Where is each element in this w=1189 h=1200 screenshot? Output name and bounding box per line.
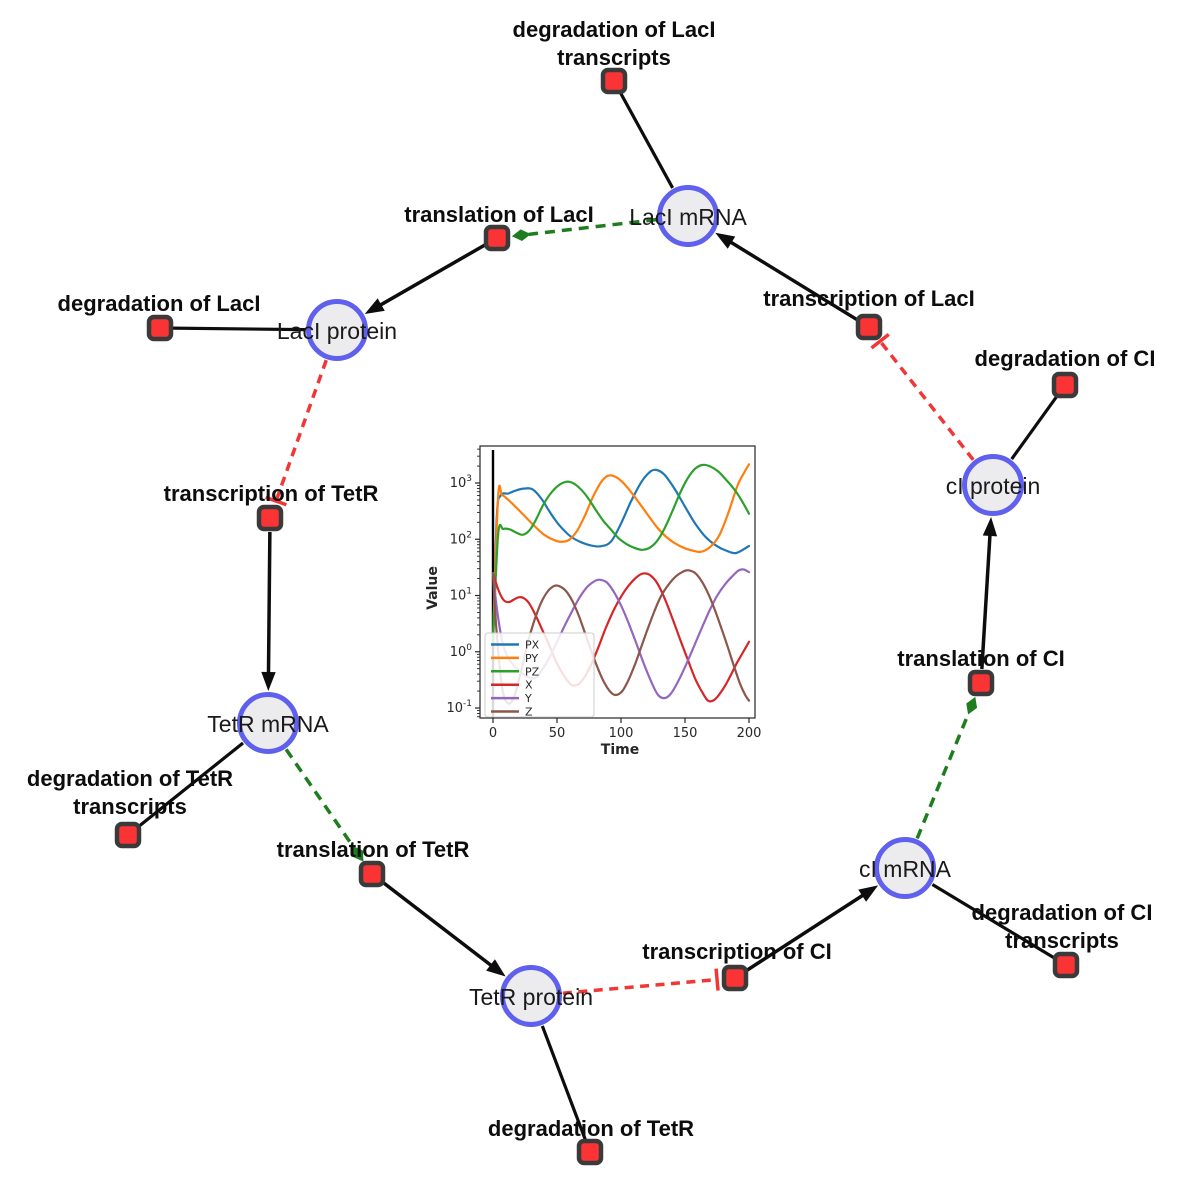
edge-production-translation-tetr-to-tetr-protein-arrowhead-icon: [486, 959, 506, 977]
chart-ylabel: Value: [425, 566, 441, 610]
reaction-node-degradation-laci: [146, 314, 174, 342]
edge-inhibition-tetr-protein-to-transcription-ci-tbar-icon: [714, 968, 720, 991]
chart-ytick-label: 102: [450, 530, 472, 547]
chart-xlabel: Time: [601, 742, 639, 758]
legend-label-Y: Y: [524, 692, 532, 705]
species-node-ci-mrna: [874, 837, 936, 899]
species-node-tetr-mrna: [237, 692, 299, 754]
reaction-node-transcription-ci: [721, 964, 749, 992]
edge-production-transcription-ci-to-ci-mrna-arrowhead-icon: [858, 885, 879, 902]
chart-line-PX: [491, 468, 751, 643]
species-label-ci-protein: cI protein: [946, 473, 1041, 499]
chart-ytick-label: 101: [450, 587, 472, 604]
chart-xtick-label: 50: [549, 726, 566, 741]
reaction-label-translation-ci: translation of CI: [897, 646, 1064, 671]
chart-line-X: [491, 572, 751, 703]
labels-layer: LacI mRNA LacI protein TetR mRNA TetR prote…: [27, 17, 1156, 1141]
edge-inhibition-laci-protein-to-transcription-tetr-tbar-icon: [265, 495, 287, 507]
edge-substrate-ci-mrna-to-degradation-ci-transcripts: [931, 883, 1067, 967]
edge-production-transcription-tetr-to-tetr-mrna-arrowhead-icon: [261, 671, 276, 692]
edge-production-translation-tetr-to-tetr-protein: [382, 881, 496, 970]
species-node-ci-protein: [962, 454, 1024, 516]
reaction-node-transcription-tetr: [256, 504, 284, 532]
reaction-label-degradation-ci: degradation of CI: [975, 346, 1156, 371]
chart-xtick-label: 150: [673, 726, 698, 741]
edge-substrate-tetr-protein-to-degradation-tetr: [540, 1025, 592, 1153]
legend-label-X: X: [525, 679, 533, 692]
species-label-laci-mrna: LacI mRNA: [629, 204, 747, 230]
edge-production-transcription-laci-to-laci-mrna: [726, 238, 858, 322]
reaction-node-degradation-ci: [1051, 371, 1079, 399]
chart-axes-frame: [479, 445, 756, 719]
edge-production-translation-laci-to-laci-protein-arrowhead-icon: [364, 298, 385, 315]
edge-production-translation-laci-to-laci-protein: [376, 243, 486, 309]
edge-inhibition-laci-protein-to-transcription-tetr: [275, 359, 328, 500]
chart-ytick-label: 10-1: [446, 699, 472, 716]
reaction-node-degradation-ci-transcripts: [1052, 951, 1080, 979]
chart-line-PY: [491, 463, 751, 643]
reaction-label-degradation-tetr: degradation of TetR: [488, 1116, 694, 1141]
edge-inhibition-ci-protein-to-transcription-laci-tbar-icon: [870, 332, 890, 350]
reaction-label-degradation-tetr-transcripts: degradation of TetR transcripts: [27, 766, 233, 819]
edge-modifier-laci-mrna-to-translation-laci-diamond-icon: [511, 229, 531, 241]
reaction-node-degradation-laci-transcripts: [600, 67, 628, 95]
edges-layer: [127, 80, 1067, 1153]
legend-label-PZ: PZ: [525, 665, 540, 678]
reaction-label-transcription-tetr: transcription of TetR: [164, 481, 379, 506]
edge-production-transcription-ci-to-ci-mrna: [745, 891, 868, 972]
species-node-laci-mrna: [657, 185, 719, 247]
reaction-node-degradation-tetr: [576, 1138, 604, 1166]
reaction-label-transcription-laci: transcription of LacI: [763, 286, 974, 311]
reaction-node-degradation-tetr-transcripts: [114, 821, 142, 849]
chart-xtick-label: 0: [489, 726, 497, 741]
reaction-node-translation-laci: [483, 224, 511, 252]
chart-line-PZ: [491, 463, 751, 643]
edge-modifier-tetr-mrna-to-translation-tetr-diamond-icon: [352, 845, 364, 862]
edge-inhibition-ci-protein-to-transcription-laci: [879, 341, 975, 461]
edge-production-transcription-laci-to-laci-mrna-arrowhead-icon: [715, 232, 736, 249]
species-label-ci-mrna: cI mRNA: [859, 856, 952, 882]
reaction-node-transcription-laci: [855, 313, 883, 341]
edge-production-translation-ci-to-ci-protein: [980, 530, 992, 670]
edge-substrate-laci-mrna-to-degradation-laci-transcripts: [612, 80, 675, 189]
chart-ytick-label: 100: [450, 643, 473, 660]
chart-xtick-label: 200: [737, 726, 762, 741]
edge-inhibition-tetr-protein-to-transcription-ci: [562, 978, 716, 995]
reaction-node-translation-tetr: [358, 860, 386, 888]
species-label-tetr-protein: TetR protein: [469, 984, 593, 1010]
species-node-tetr-protein: [500, 965, 562, 1027]
edge-modifier-ci-mrna-to-translation-ci-diamond-icon: [966, 696, 978, 715]
species-label-tetr-mrna: TetR mRNA: [207, 711, 329, 737]
species-label-laci-protein: LacI protein: [277, 318, 397, 344]
edge-substrate-laci-protein-to-degradation-laci: [159, 326, 306, 332]
reaction-label-degradation-laci: degradation of LacI: [58, 291, 261, 316]
legend-label-PX: PX: [525, 639, 540, 652]
reaction-label-degradation-ci-transcripts: degradation of CI transcripts: [972, 900, 1153, 953]
edge-production-translation-ci-to-ci-protein-arrowhead-icon: [982, 516, 998, 537]
chart-xtick-label: 100: [609, 726, 634, 741]
nodes-layer: [114, 67, 1080, 1166]
reaction-node-translation-ci: [967, 669, 995, 697]
reaction-label-translation-laci: translation of LacI: [404, 202, 593, 227]
legend-label-PY: PY: [525, 652, 538, 665]
reaction-label-translation-tetr: translation of TetR: [277, 837, 470, 862]
edge-production-transcription-tetr-to-tetr-mrna: [266, 531, 272, 678]
chart-legend-box: [484, 632, 595, 718]
chart-ytick-label: 103: [450, 474, 472, 491]
edge-modifier-ci-mrna-to-translation-ci: [915, 711, 971, 840]
reaction-label-degradation-laci-transcripts: degradation of LacI transcripts: [513, 17, 716, 70]
edge-modifier-laci-mrna-to-translation-laci: [528, 217, 657, 237]
species-node-laci-protein: [306, 299, 368, 361]
edge-modifier-tetr-mrna-to-translation-tetr: [284, 748, 356, 849]
edge-substrate-tetr-mrna-to-degradation-tetr-transcripts: [127, 741, 245, 837]
legend-label-Z: Z: [525, 706, 533, 719]
inset-timeseries-chart: 103 102 101 100 10-1 0 50 100 150 200 Time Value PX P…: [425, 438, 770, 763]
reaction-label-transcription-ci: transcription of CI: [642, 939, 831, 964]
